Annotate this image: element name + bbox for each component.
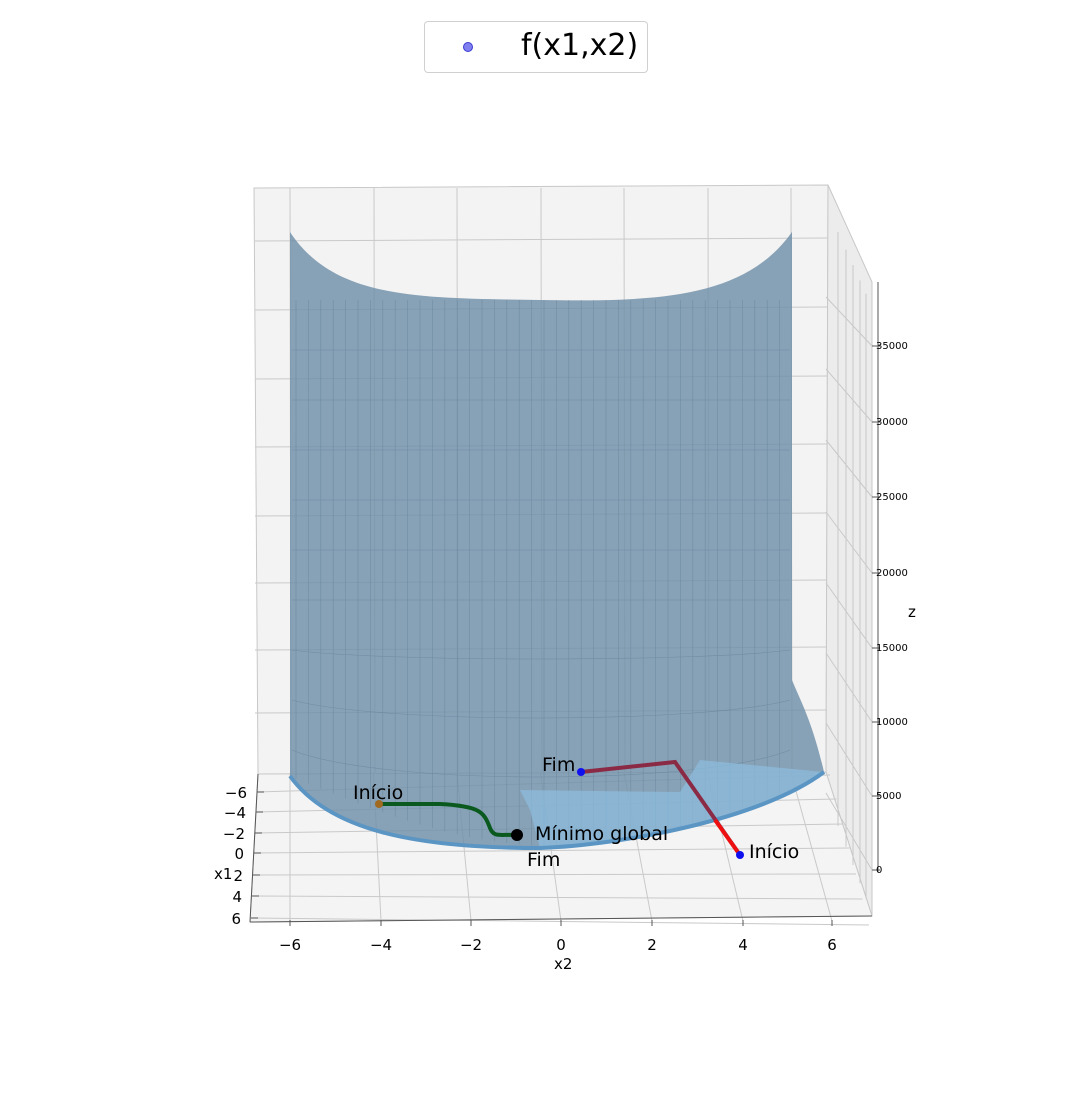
x1-tick-label: −6 — [225, 784, 247, 802]
point-start-red — [736, 851, 744, 859]
annotation-end-red: Fim — [542, 754, 575, 776]
x2-axis-line — [249, 915, 873, 923]
point-start-green — [375, 800, 383, 808]
z-tick-label: 25000 — [876, 492, 908, 503]
surface — [290, 232, 824, 848]
surface-highlight — [520, 760, 824, 848]
legend-marker — [463, 42, 473, 52]
z-tick-label: 15000 — [876, 643, 908, 654]
grid-line — [825, 652, 873, 723]
mesh-line — [291, 749, 791, 778]
x1-tick-label: −2 — [223, 825, 245, 843]
point-global-min — [511, 829, 523, 841]
annotation-global-min: Mínimo global — [535, 823, 668, 845]
x2-ticks: −6 −4 −2 0 2 4 6 — [279, 920, 837, 954]
x2-tick-label: −6 — [279, 936, 301, 954]
z-axis-label: z — [908, 603, 916, 621]
annotation-start-red: Início — [749, 841, 799, 863]
x2-tick-label: −2 — [460, 936, 482, 954]
x2-axis-label: x2 — [554, 955, 572, 973]
z-tick-label: 20000 — [876, 568, 908, 579]
mesh-line — [291, 699, 791, 719]
grid-line — [825, 439, 873, 498]
grid-line — [825, 722, 873, 797]
legend-label: f(x1,x2) — [521, 28, 639, 63]
path-green — [379, 802, 518, 837]
x1-axis-label: x1 — [214, 865, 232, 883]
grid-line — [250, 917, 870, 926]
x1-tick-label: 0 — [234, 845, 244, 863]
x2-tick-label: −4 — [370, 936, 392, 954]
x2-tick-label: 6 — [827, 936, 837, 954]
z-tick-label: 10000 — [876, 717, 908, 728]
z-tick-label: 0 — [876, 865, 882, 876]
annotation-end-green: Fim — [527, 849, 560, 871]
grid-line — [825, 296, 873, 347]
legend: f(x1,x2) — [424, 21, 648, 73]
grid-line — [825, 368, 873, 423]
grid-line — [253, 847, 850, 854]
x2-tick-label: 0 — [556, 936, 566, 954]
grid-line — [254, 237, 828, 242]
x1-ticks: −6 −4 −2 0 2 4 6 — [223, 784, 264, 928]
x2-tick-label: 2 — [647, 936, 657, 954]
x1-tick-label: 2 — [233, 867, 243, 885]
x1-tick-label: −4 — [224, 804, 246, 822]
mesh-line — [291, 649, 791, 660]
grid-line — [790, 772, 833, 922]
z-tick-label: 5000 — [876, 791, 901, 802]
annotation-start-green: Início — [353, 782, 403, 804]
x1-tick-label: 4 — [232, 888, 242, 906]
z-ticks: 0 5000 10000 15000 20000 25000 30000 35000 — [872, 341, 908, 876]
point-end-red — [577, 768, 585, 776]
surface-mesh — [291, 300, 791, 846]
x1-axis-line — [249, 773, 259, 923]
grid-line — [825, 511, 873, 574]
x2-tick-label: 4 — [738, 936, 748, 954]
surface-bottom-edge — [288, 770, 826, 851]
path-red-start — [713, 818, 742, 857]
grid-line — [252, 873, 857, 876]
grid-line — [825, 792, 873, 871]
grid-line — [251, 895, 863, 900]
x1-tick-label: 6 — [231, 910, 241, 928]
z-tick-label: 35000 — [876, 341, 908, 352]
grid-line — [825, 582, 873, 649]
z-tick-label: 30000 — [876, 417, 908, 428]
